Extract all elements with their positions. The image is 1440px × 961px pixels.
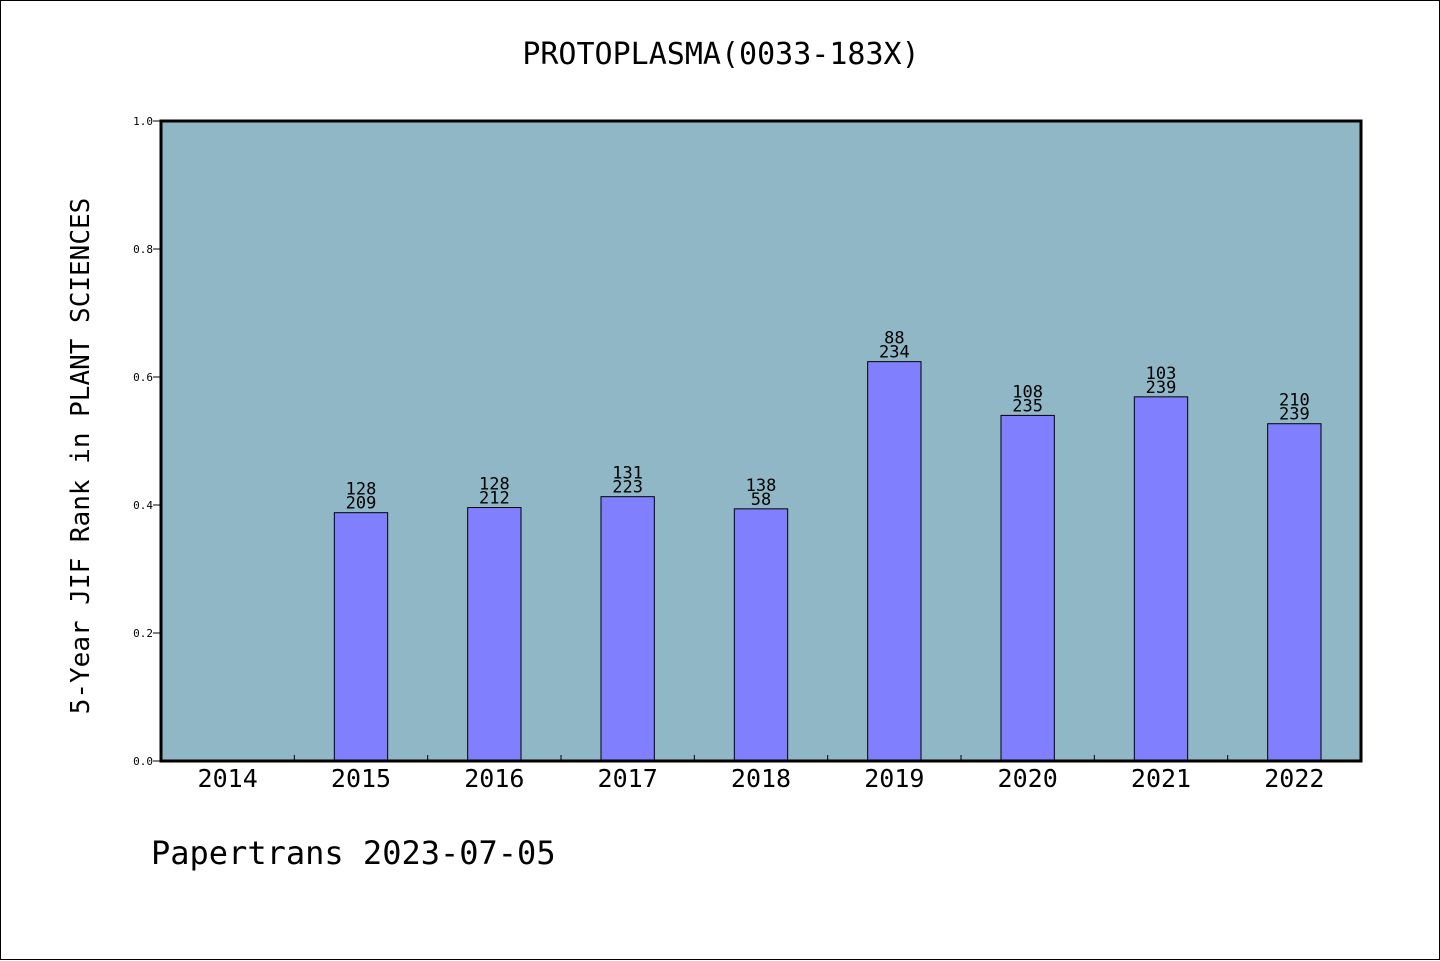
bar-label-bottom: 239: [1146, 378, 1177, 398]
bar-label-top: 108: [1012, 382, 1043, 402]
x-tick-label: 2017: [598, 764, 658, 793]
plot-border: [159, 119, 1363, 763]
y-tick-label: 0.0: [133, 755, 153, 768]
x-tick-label: 2022: [1264, 764, 1324, 793]
bar-label-top: 88: [884, 329, 904, 349]
bar: [1267, 423, 1322, 762]
bar-label-bottom: 212: [479, 489, 510, 509]
bar: [733, 508, 789, 762]
x-tick-label: 2014: [198, 764, 258, 793]
x-tick-label: 2021: [1131, 764, 1191, 793]
bar-label-top: 128: [479, 475, 510, 495]
bar-label-top: 128: [346, 480, 377, 500]
x-tick-label: 2019: [864, 764, 924, 793]
bar-label-top: 131: [612, 464, 643, 484]
y-tick-label: 0.6: [133, 371, 153, 384]
bar-label-bottom: 209: [346, 494, 377, 514]
footer-credit: Papertrans 2023-07-05: [151, 834, 556, 872]
bar: [467, 507, 522, 762]
bar-label-bottom: 234: [879, 343, 910, 363]
bar: [1000, 414, 1055, 762]
x-tick-label: 2020: [998, 764, 1058, 793]
x-tick-label: 2018: [731, 764, 791, 793]
y-tick-label: 0.4: [133, 499, 153, 512]
bar: [333, 512, 389, 762]
y-tick-label: 0.8: [133, 243, 153, 256]
x-tick-label: 2015: [331, 764, 391, 793]
bar: [867, 361, 922, 762]
bar-label-top: 210: [1279, 391, 1310, 411]
y-tick-label: 1.0: [133, 115, 153, 128]
bar: [1133, 396, 1189, 762]
bar-label-top: 138: [746, 476, 777, 496]
bar-label-bottom: 239: [1279, 405, 1310, 425]
bar-label-top: 103: [1146, 364, 1177, 384]
x-tick-label: 2016: [464, 764, 524, 793]
bar: [600, 496, 655, 762]
bar-label-bottom: 235: [1012, 396, 1043, 416]
y-tick-label: 0.2: [133, 627, 153, 640]
chart-title: PROTOPLASMA(0033-183X): [522, 37, 920, 72]
bar-label-bottom: 223: [612, 478, 643, 498]
bar-label-bottom: 58: [751, 490, 771, 510]
